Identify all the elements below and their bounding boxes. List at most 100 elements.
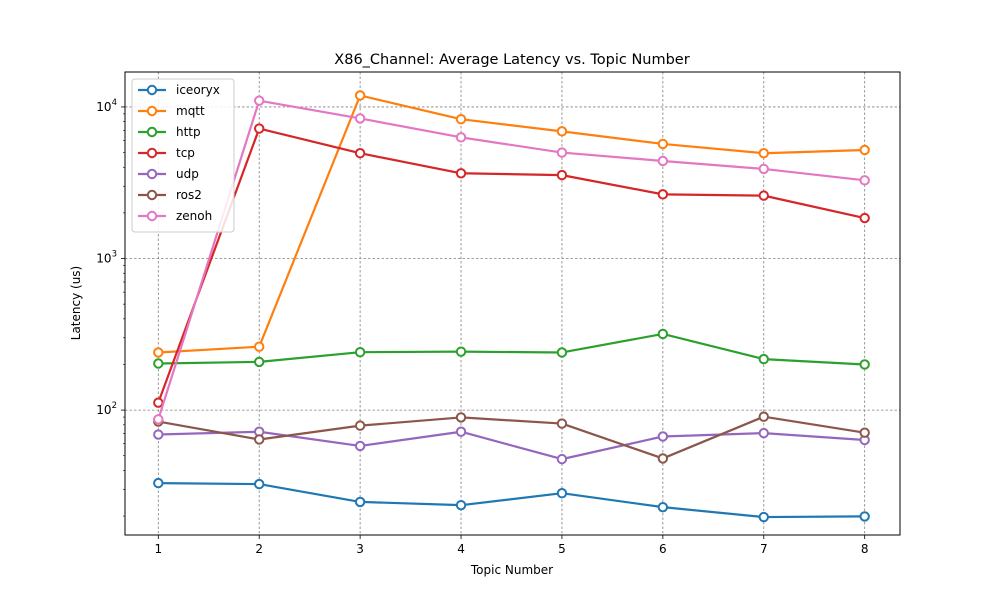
legend-marker-zenoh — [146, 210, 158, 222]
data-point-http — [657, 328, 669, 340]
series-tcp — [153, 123, 870, 408]
data-point-iceoryx — [455, 499, 467, 511]
data-point-ros2 — [455, 412, 467, 423]
data-point-mqtt — [354, 90, 366, 101]
x-axis-label: Topic Number — [470, 563, 553, 577]
data-point-zenoh — [153, 414, 164, 425]
data-point-mqtt — [859, 144, 870, 156]
legend-label-mqtt: mqtt — [176, 104, 205, 118]
data-point-ros2 — [758, 411, 769, 422]
x-tick-label: 8 — [861, 542, 869, 556]
data-point-http — [455, 346, 467, 357]
legend-marker-udp — [146, 168, 158, 180]
legend-label-http: http — [176, 125, 201, 139]
x-tick-label: 2 — [255, 542, 263, 556]
series-line-udp — [158, 430, 865, 461]
data-point-tcp — [455, 168, 467, 179]
data-point-udp — [455, 426, 467, 437]
x-tick-label: 1 — [154, 542, 162, 556]
data-point-zenoh — [859, 175, 870, 186]
axis-ticks: 1 2 3 4 5 6 7 8 102 103 104 — [96, 98, 868, 556]
data-point-zenoh — [657, 155, 669, 167]
data-point-ros2 — [657, 453, 669, 464]
series-line-zenoh — [157, 99, 865, 420]
series-line-ros2 — [158, 415, 865, 460]
data-point-ros2 — [254, 434, 265, 445]
data-point-iceoryx — [859, 511, 870, 522]
y-tick-label: 103 — [96, 250, 117, 266]
data-point-mqtt — [657, 138, 669, 150]
data-point-http — [254, 356, 265, 368]
series-line-iceoryx — [158, 481, 865, 519]
legend-marker-mqtt — [146, 105, 158, 117]
x-tick-label: 4 — [457, 542, 465, 556]
legend-marker-ros2 — [146, 189, 158, 201]
legend-label-tcp: tcp — [176, 146, 195, 160]
legend-label-udp: udp — [176, 167, 199, 181]
data-point-tcp — [354, 148, 366, 159]
data-point-zenoh — [354, 113, 366, 124]
data-point-zenoh — [455, 132, 467, 143]
data-point-http — [153, 358, 164, 369]
chart-title: X86_Channel: Average Latency vs. Topic N… — [334, 52, 689, 68]
y-axis-label: Latency (us) — [69, 266, 83, 340]
data-point-mqtt — [758, 148, 769, 159]
data-point-mqtt — [455, 113, 467, 125]
data-point-http — [556, 347, 568, 358]
x-tick-label: 6 — [659, 542, 667, 556]
series-http — [153, 328, 870, 370]
data-point-mqtt — [556, 126, 568, 137]
data-point-iceoryx — [556, 488, 568, 499]
data-point-udp — [354, 440, 366, 452]
data-point-udp — [657, 431, 669, 442]
legend: iceoryx mqtt http tcp udp ros2 zenoh — [131, 78, 235, 233]
y-tick-label: 102 — [96, 401, 117, 417]
data-point-iceoryx — [758, 511, 769, 523]
data-point-http — [758, 353, 769, 365]
series-udp — [153, 426, 870, 465]
legend-marker-tcp — [146, 147, 158, 159]
data-point-tcp — [254, 123, 265, 134]
data-point-iceoryx — [153, 477, 164, 489]
data-point-udp — [153, 429, 164, 440]
data-point-mqtt — [254, 341, 265, 352]
data-point-ros2 — [556, 418, 568, 429]
data-point-iceoryx — [354, 496, 366, 508]
legend-label-zenoh: zenoh — [176, 209, 212, 223]
data-point-ros2 — [354, 420, 366, 431]
data-point-tcp — [556, 169, 568, 181]
legend-label-iceoryx: iceoryx — [176, 83, 220, 97]
data-point-udp — [758, 427, 769, 439]
data-point-zenoh — [254, 95, 265, 106]
data-point-zenoh — [758, 163, 769, 175]
data-series — [153, 90, 870, 523]
y-tick-label: 104 — [96, 98, 117, 114]
data-point-ros2 — [859, 427, 870, 438]
x-tick-label: 3 — [356, 542, 364, 556]
legend-marker-iceoryx — [146, 84, 158, 96]
legend-box — [131, 78, 235, 233]
series-zenoh — [153, 95, 870, 425]
series-line-mqtt — [158, 94, 865, 354]
legend-label-ros2: ros2 — [176, 188, 202, 202]
series-iceoryx — [153, 477, 870, 523]
series-line-http — [158, 332, 865, 366]
data-point-tcp — [859, 212, 870, 224]
data-point-zenoh — [556, 147, 568, 158]
data-point-iceoryx — [657, 501, 669, 513]
plot-area-frame — [124, 71, 901, 536]
data-point-udp — [556, 453, 568, 465]
series-mqtt — [153, 90, 870, 358]
x-tick-label: 5 — [558, 542, 566, 556]
data-point-tcp — [657, 189, 669, 200]
x-tick-label: 7 — [760, 542, 768, 556]
series-line-tcp — [157, 127, 865, 404]
data-point-mqtt — [153, 347, 164, 358]
data-point-iceoryx — [254, 478, 265, 490]
data-point-tcp — [153, 397, 164, 408]
legend-marker-http — [146, 126, 158, 138]
data-point-http — [354, 346, 366, 358]
data-point-http — [859, 359, 870, 370]
